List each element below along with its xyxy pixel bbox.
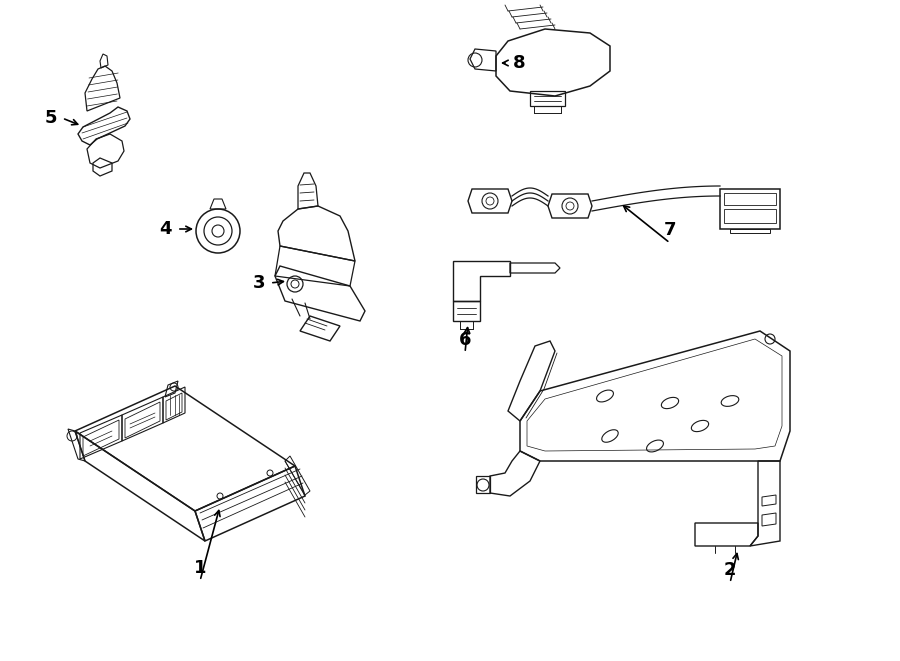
Text: 5: 5 [44, 109, 57, 127]
Text: 8: 8 [513, 54, 526, 72]
Text: 3: 3 [253, 274, 265, 292]
Text: 2: 2 [724, 561, 736, 579]
Text: 1: 1 [194, 559, 206, 577]
Text: 7: 7 [664, 221, 676, 239]
Text: 4: 4 [159, 220, 172, 238]
Text: 6: 6 [459, 331, 472, 349]
